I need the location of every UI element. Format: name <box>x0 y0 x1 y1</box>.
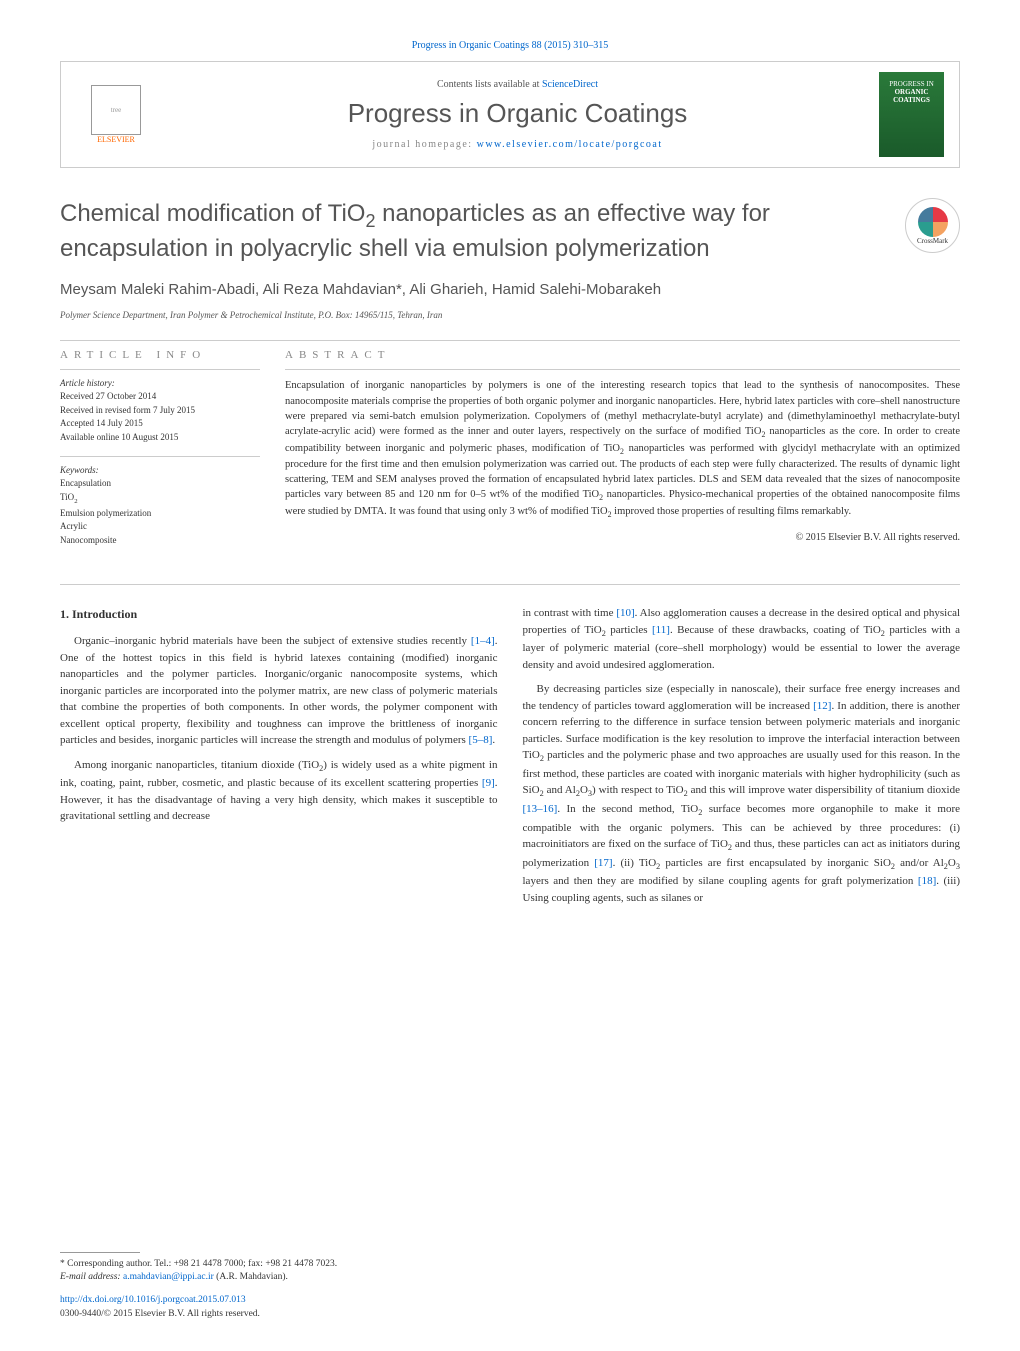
body-columns: 1. Introduction Organic–inorganic hybrid… <box>60 605 960 914</box>
homepage-link[interactable]: www.elsevier.com/locate/porgcoat <box>477 139 663 150</box>
divider <box>60 584 960 585</box>
journal-header: tree ELSEVIER Contents lists available a… <box>60 61 960 168</box>
contents-prefix: Contents lists available at <box>437 79 542 90</box>
crossmark-label: CrossMark <box>917 237 948 245</box>
body-paragraph: in contrast with time [10]. Also agglome… <box>523 605 961 673</box>
section-heading: 1. Introduction <box>60 605 498 623</box>
page-footer: * Corresponding author. Tel.: +98 21 447… <box>60 1252 960 1321</box>
homepage-prefix: journal homepage: <box>372 139 476 150</box>
article-info-heading: article info <box>60 349 260 361</box>
cover-text-main: ORGANIC COATINGS <box>881 88 942 104</box>
history-online: Available online 10 August 2015 <box>60 431 260 445</box>
abstract-column: abstract Encapsulation of inorganic nano… <box>285 349 960 559</box>
section-title: Introduction <box>72 607 137 621</box>
cover-text-top: PROGRESS IN <box>881 80 942 88</box>
footer-divider <box>60 1252 140 1253</box>
article-title: Chemical modification of TiO2 nanopartic… <box>60 198 885 264</box>
doi-line: http://dx.doi.org/10.1016/j.porgcoat.201… <box>60 1294 960 1307</box>
body-column-right: in contrast with time [10]. Also agglome… <box>523 605 961 914</box>
section-number: 1. <box>60 607 69 621</box>
sciencedirect-link[interactable]: ScienceDirect <box>542 79 598 90</box>
abstract-copyright: © 2015 Elsevier B.V. All rights reserved… <box>285 532 960 543</box>
divider <box>60 456 260 457</box>
body-paragraph: Organic–inorganic hybrid materials have … <box>60 633 498 749</box>
history-title: Article history: <box>60 378 260 388</box>
keyword: Nanocomposite <box>60 534 260 548</box>
authors-list: Meysam Maleki Rahim-Abadi, Ali Reza Mahd… <box>60 279 960 300</box>
publisher-name: ELSEVIER <box>97 135 135 144</box>
elsevier-tree-icon: tree <box>91 85 141 135</box>
corresponding-author: * Corresponding author. Tel.: +98 21 447… <box>60 1258 960 1271</box>
journal-homepage: journal homepage: www.elsevier.com/locat… <box>156 139 879 150</box>
elsevier-logo: tree ELSEVIER <box>76 75 156 155</box>
contents-available: Contents lists available at ScienceDirec… <box>156 79 879 90</box>
keywords-block: Keywords: Encapsulation TiO2 Emulsion po… <box>60 465 260 547</box>
crossmark-badge[interactable]: CrossMark <box>905 198 960 253</box>
abstract-heading: abstract <box>285 349 960 361</box>
history-revised: Received in revised form 7 July 2015 <box>60 404 260 418</box>
divider <box>60 369 260 370</box>
keyword: Emulsion polymerization <box>60 507 260 521</box>
email-suffix: (A.R. Mahdavian). <box>214 1272 288 1282</box>
affiliation: Polymer Science Department, Iran Polymer… <box>60 310 960 320</box>
email-label: E-mail address: <box>60 1272 123 1282</box>
info-abstract-row: article info Article history: Received 2… <box>60 349 960 559</box>
crossmark-icon <box>918 207 948 237</box>
page-citation: Progress in Organic Coatings 88 (2015) 3… <box>60 40 960 51</box>
history-accepted: Accepted 14 July 2015 <box>60 417 260 431</box>
email-line: E-mail address: a.mahdavian@ippi.ac.ir (… <box>60 1271 960 1284</box>
title-area: Chemical modification of TiO2 nanopartic… <box>60 198 960 264</box>
header-center: Contents lists available at ScienceDirec… <box>156 79 879 150</box>
keyword: Encapsulation <box>60 477 260 491</box>
keywords-title: Keywords: <box>60 465 260 475</box>
journal-name: Progress in Organic Coatings <box>156 98 879 129</box>
body-paragraph: Among inorganic nanoparticles, titanium … <box>60 757 498 825</box>
divider <box>60 340 960 341</box>
history-received: Received 27 October 2014 <box>60 390 260 404</box>
journal-cover-thumbnail: PROGRESS IN ORGANIC COATINGS <box>879 72 944 157</box>
divider <box>285 369 960 370</box>
email-link[interactable]: a.mahdavian@ippi.ac.ir <box>123 1272 214 1282</box>
article-history-block: Article history: Received 27 October 201… <box>60 378 260 444</box>
body-paragraph: By decreasing particles size (especially… <box>523 681 961 906</box>
keyword: Acrylic <box>60 520 260 534</box>
doi-link[interactable]: http://dx.doi.org/10.1016/j.porgcoat.201… <box>60 1295 246 1305</box>
issn-copyright: 0300-9440/© 2015 Elsevier B.V. All right… <box>60 1308 960 1321</box>
body-column-left: 1. Introduction Organic–inorganic hybrid… <box>60 605 498 914</box>
abstract-text: Encapsulation of inorganic nanoparticles… <box>285 378 960 520</box>
keyword: TiO2 <box>60 491 260 507</box>
article-info-column: article info Article history: Received 2… <box>60 349 260 559</box>
